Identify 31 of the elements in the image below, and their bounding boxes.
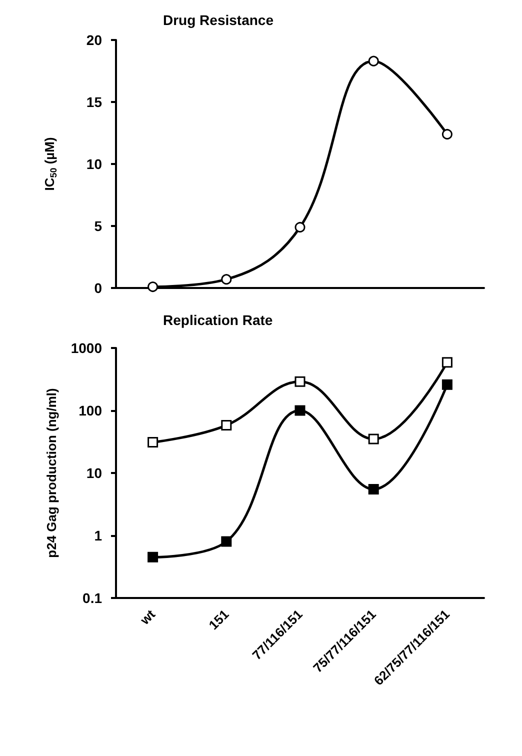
point	[294, 376, 306, 387]
point	[368, 56, 379, 66]
y-tick-label: 20	[86, 32, 102, 48]
y-tick-label: 15	[86, 94, 102, 110]
y-tick-label: 100	[78, 402, 102, 418]
point	[148, 437, 158, 448]
point	[294, 222, 306, 232]
point	[148, 552, 158, 562]
y-axis-title: p24 Gag production (ng/ml)	[44, 388, 59, 558]
y-tick-label: 0.1	[82, 590, 102, 606]
chart-title: Replication Rate	[163, 312, 273, 328]
y-tick-label: 1000	[70, 340, 102, 356]
point	[442, 357, 452, 368]
point	[442, 379, 452, 390]
point	[368, 434, 379, 444]
point	[221, 420, 232, 431]
y-tick-label: 10	[86, 465, 102, 481]
point	[221, 274, 232, 285]
x-tick-label: wt	[136, 606, 159, 628]
point	[148, 282, 158, 292]
point	[368, 484, 379, 494]
x-tick-label: 151	[206, 606, 232, 633]
y-axis-title: IC50 (µM)	[42, 137, 58, 191]
point	[221, 536, 232, 547]
y-tick-label: 1	[94, 528, 102, 544]
point	[294, 405, 306, 416]
y-tick-label: 10	[86, 156, 102, 172]
chart-title: Drug Resistance	[163, 12, 274, 28]
y-tick-label: 0	[94, 280, 102, 296]
point	[442, 128, 452, 140]
y-tick-label: 5	[94, 218, 102, 234]
